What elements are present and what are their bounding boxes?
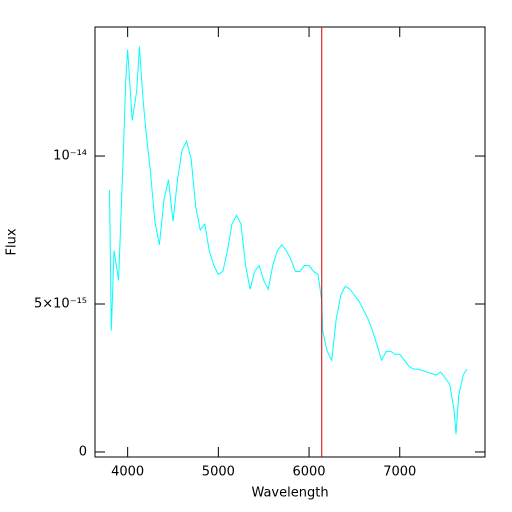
x-tick-label: 7000 bbox=[383, 465, 416, 480]
y-tick-label: 5×10⁻¹⁵ bbox=[34, 296, 87, 311]
x-axis-label: Wavelength bbox=[251, 486, 328, 501]
y-tick-label: 10⁻¹⁴ bbox=[53, 149, 87, 164]
spectrum-line bbox=[109, 46, 468, 435]
plot-frame bbox=[94, 26, 486, 458]
y-tick-label: 0 bbox=[79, 444, 87, 459]
x-tick-label: 6000 bbox=[292, 465, 325, 480]
y-axis-label: Flux bbox=[5, 228, 20, 255]
x-tick-label: 5000 bbox=[202, 465, 235, 480]
x-tick-label: 4000 bbox=[111, 465, 144, 480]
